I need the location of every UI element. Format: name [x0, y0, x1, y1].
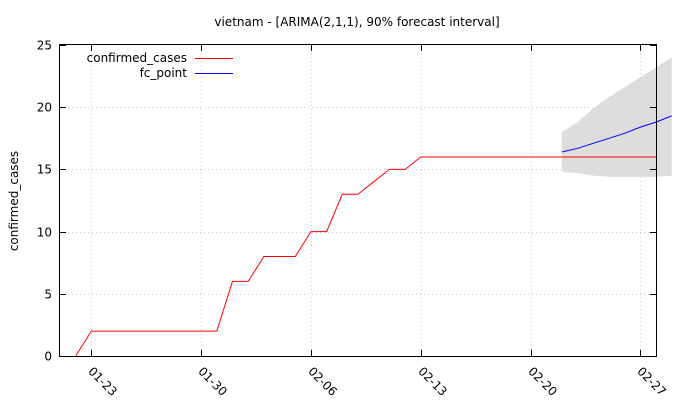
x-tick-label: 02-27 [634, 364, 669, 399]
legend-label: confirmed_cases [87, 51, 187, 65]
y-tick-label: 25 [37, 39, 52, 53]
x-tick-label: 02-06 [305, 364, 340, 399]
x-tick-label: 02-13 [415, 364, 450, 399]
y-tick-label: 20 [37, 101, 52, 115]
series-line-confirmed-cases [75, 156, 656, 357]
series-line-fc-point [561, 115, 672, 153]
forecast-interval-layer [561, 57, 672, 177]
x-tick-label: 01-30 [195, 364, 230, 399]
forecast-interval-band [561, 57, 672, 177]
chart-title: vietnam - [ARIMA(2,1,1), 90% forecast in… [214, 15, 499, 29]
legend-label: fc_point [140, 66, 188, 80]
series-layer [75, 115, 672, 357]
y-tick-label: 5 [44, 288, 52, 302]
x-tick-label: 01-23 [85, 364, 120, 399]
y-axis-label: confirmed_cases [7, 151, 21, 251]
y-tick-label: 10 [37, 226, 52, 240]
plot-frame [59, 44, 657, 357]
y-tick-label: 15 [37, 163, 52, 177]
x-tick-label: 02-20 [525, 364, 560, 399]
grid-layer [60, 45, 656, 356]
y-tick-label: 0 [44, 350, 52, 364]
tick-layer: 0 5 10 15 20 25 01-23 01-30 02-06 02-13 02-20 02-27 [37, 39, 669, 399]
